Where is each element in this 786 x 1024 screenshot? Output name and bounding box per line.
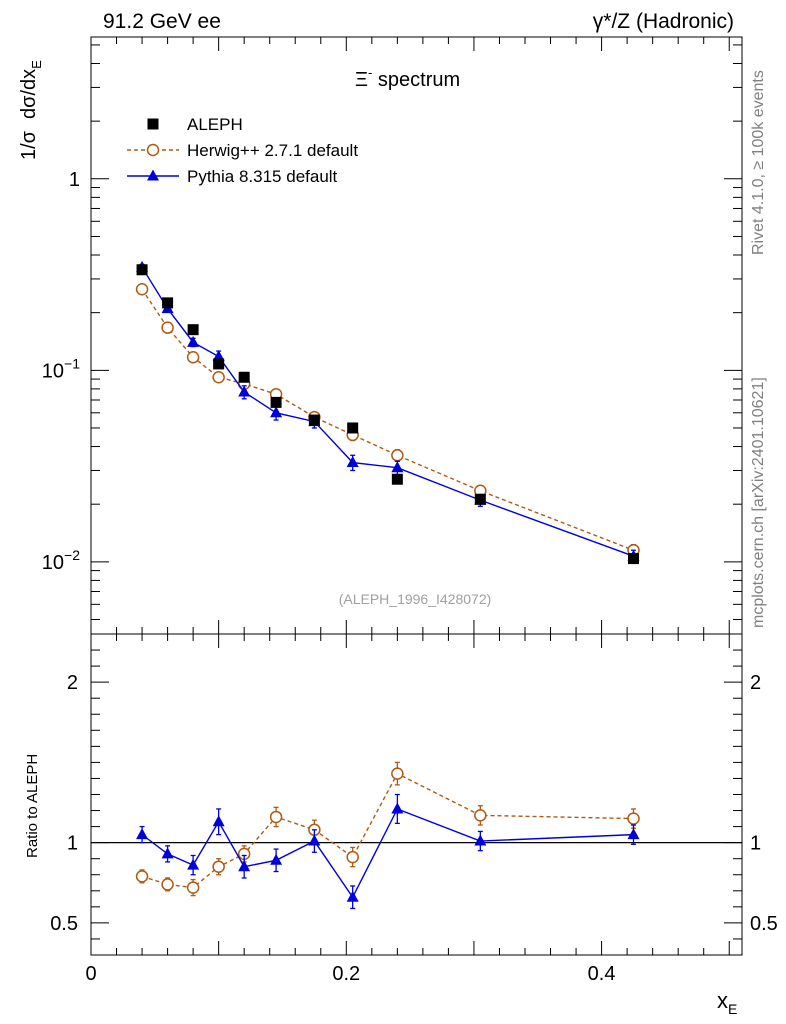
y-tick-label-ratio-left: 0.5 <box>50 913 78 935</box>
ylabel-a: 1/σ <box>18 130 40 160</box>
xlabel-a: x <box>717 988 728 1013</box>
main-point-aleph <box>347 422 359 434</box>
main-plot-title: Ξ- spectrum <box>355 65 460 91</box>
header-left: 91.2 GeV ee <box>103 10 221 33</box>
legend-label-herwig-2-7-1-default: Herwig++ 2.7.1 default <box>187 141 358 160</box>
ratio-point-herwig-2-7-1-default <box>474 809 487 822</box>
ratio-point-pythia-8-315-default <box>136 828 149 840</box>
ratio-ylabel: Ratio to ALEPH <box>24 754 41 858</box>
ratio-point-herwig-2-7-1-default <box>161 878 174 891</box>
ratio-point-herwig-2-7-1-default <box>186 881 200 894</box>
y-tick-exponent: −2 <box>64 547 80 563</box>
y-tick-base: 10 <box>42 360 64 382</box>
main-point-pythia-8-315-default <box>187 335 200 347</box>
main-ylabel: 1/σ dσ/dxE <box>18 60 44 160</box>
legend-label-aleph: ALEPH <box>187 115 243 134</box>
side-label-rivet: Rivet 4.1.0, ≥ 100k events <box>750 70 767 255</box>
xlabel: xE <box>717 988 737 1017</box>
title-rest: spectrum <box>372 69 460 91</box>
main-series-line-herwig-2-7-1-default <box>141 288 634 551</box>
x-tick-label: 0.2 <box>332 963 360 985</box>
y-tick-label-ratio-right: 1 <box>750 833 761 855</box>
legend-marker-pythia-8-315-default <box>147 169 159 181</box>
ratio-point-herwig-2-7-1-default <box>269 810 283 824</box>
y-tick-label-ratio-right: 2 <box>750 672 761 694</box>
main-point-pythia-8-315-default <box>238 385 251 397</box>
main-point-aleph <box>628 553 639 565</box>
title-main: Ξ <box>355 69 368 91</box>
ratio-point-herwig-2-7-1-default <box>135 870 149 883</box>
main-point-herwig-2-7-1-default <box>212 371 225 384</box>
ratio-point-pythia-8-315-default <box>391 802 404 814</box>
main-series-line-pythia-8-315-default <box>141 266 634 557</box>
side-label-mcplots: mcplots.cern.ch [arXiv:2401.10621] <box>750 377 767 628</box>
ratio-point-pythia-8-315-default <box>270 853 283 865</box>
ratio-point-pythia-8-315-default <box>308 834 321 846</box>
ratio-point-pythia-8-315-default <box>474 834 487 846</box>
main-point-aleph <box>187 324 199 336</box>
main-point-aleph <box>474 493 486 505</box>
main-point-aleph <box>308 414 320 426</box>
y-tick-label-main: 10−1 <box>42 355 80 382</box>
ratio-plot-frame <box>90 633 743 956</box>
xlabel-sub: E <box>728 1001 737 1017</box>
analysis-id: (ALEPH_1996_I428072) <box>339 591 492 607</box>
y-tick-label-ratio-left: 2 <box>67 672 78 694</box>
main-point-aleph <box>270 396 282 408</box>
x-tick-label: 0.4 <box>588 963 616 985</box>
main-point-aleph <box>162 297 174 309</box>
y-tick-base: 10 <box>42 552 64 574</box>
y-tick-exponent: −1 <box>64 355 80 371</box>
main-point-herwig-2-7-1-default <box>391 449 404 462</box>
main-point-aleph <box>238 371 250 383</box>
main-point-herwig-2-7-1-default <box>135 283 149 296</box>
main-point-aleph <box>136 264 148 276</box>
legend-marker-aleph <box>147 118 159 130</box>
ylabel-b: dσ/dx <box>18 69 40 119</box>
ratio-point-pythia-8-315-default <box>187 858 200 870</box>
main-point-herwig-2-7-1-default <box>161 321 174 334</box>
y-tick-label-main: 10−2 <box>42 547 80 574</box>
y-tick-label-ratio-left: 1 <box>67 833 78 855</box>
ratio-point-pythia-8-315-default <box>212 815 225 827</box>
ratio-point-herwig-2-7-1-default <box>391 767 404 780</box>
ratio-point-pythia-8-315-default <box>238 860 251 872</box>
main-point-aleph <box>391 473 403 485</box>
legend-marker-herwig-2-7-1-default <box>146 143 160 157</box>
ylabel-sub: E <box>29 60 44 69</box>
title-sup: - <box>368 65 372 80</box>
main-point-pythia-8-315-default <box>270 406 283 418</box>
y-tick-label-ratio-right: 0.5 <box>750 913 778 935</box>
main-point-pythia-8-315-default <box>346 456 359 468</box>
main-point-herwig-2-7-1-default <box>186 351 200 364</box>
y-tick-label-main: 1 <box>69 169 80 191</box>
ratio-point-pythia-8-315-default <box>346 890 359 902</box>
ratio-point-herwig-2-7-1-default <box>346 850 359 864</box>
ratio-point-herwig-2-7-1-default <box>212 860 225 873</box>
legend-label-pythia-8-315-default: Pythia 8.315 default <box>187 167 338 186</box>
ratio-point-pythia-8-315-default <box>161 847 174 859</box>
header-right: γ*/Z (Hadronic) <box>593 10 734 33</box>
ratio-point-herwig-2-7-1-default <box>627 812 640 825</box>
x-tick-label: 0 <box>85 963 96 985</box>
main-point-pythia-8-315-default <box>391 461 404 473</box>
legend: ALEPH Herwig++ 2.7.1 default Pythia 8.315 … <box>127 115 358 186</box>
ratio-point-pythia-8-315-default <box>627 828 640 840</box>
data-layer <box>135 260 640 910</box>
main-point-pythia-8-315-default <box>212 350 225 362</box>
main-point-aleph <box>213 358 225 370</box>
